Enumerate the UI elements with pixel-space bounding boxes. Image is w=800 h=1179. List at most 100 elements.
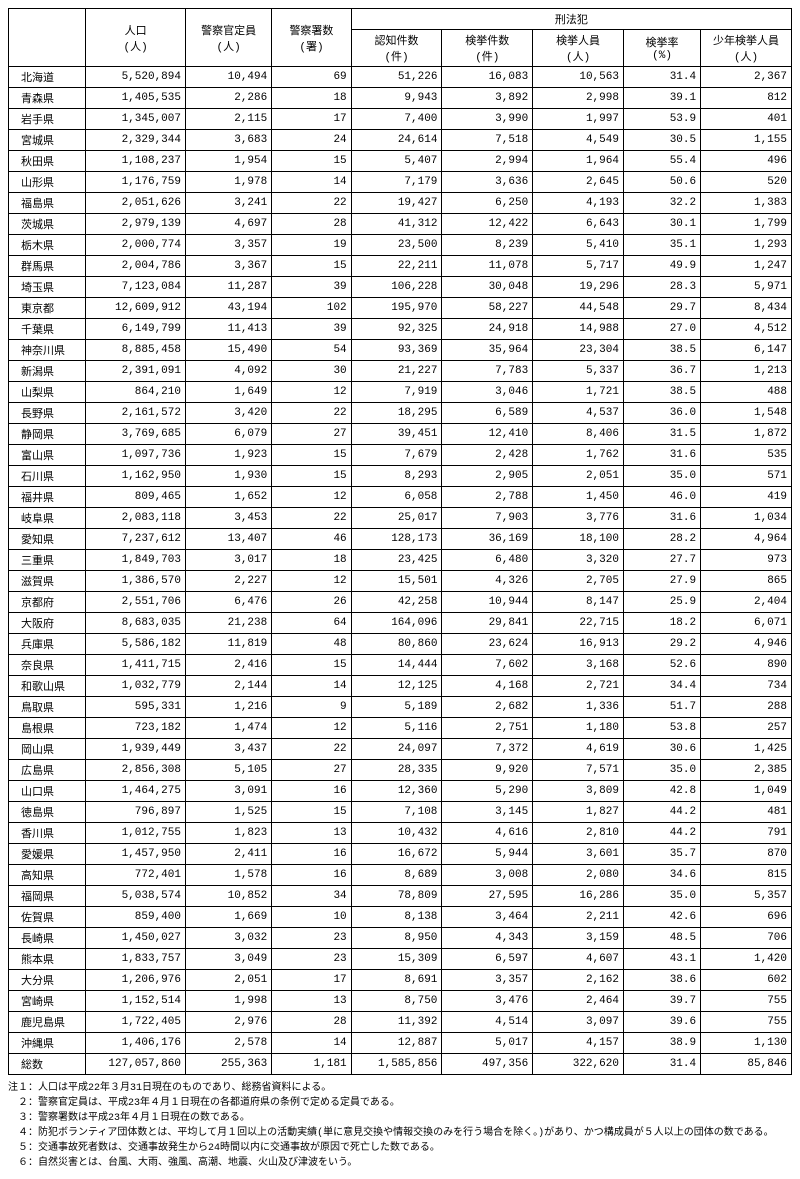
value-cell: 35.0: [623, 466, 700, 487]
value-cell: 78,809: [351, 886, 442, 907]
value-cell: 27: [272, 760, 351, 781]
value-cell: 5,189: [351, 697, 442, 718]
prefecture-cell: 高知県: [9, 865, 86, 886]
value-cell: 39: [272, 319, 351, 340]
value-cell: 12,887: [351, 1033, 442, 1054]
table-row: 愛知県7,237,61213,40746128,17336,16918,1002…: [9, 529, 792, 550]
value-cell: 4,193: [533, 193, 624, 214]
value-cell: 7,237,612: [86, 529, 186, 550]
value-cell: 128,173: [351, 529, 442, 550]
value-cell: 80,860: [351, 634, 442, 655]
value-cell: 30.5: [623, 130, 700, 151]
value-cell: 13,407: [186, 529, 272, 550]
value-cell: 12,360: [351, 781, 442, 802]
value-cell: 4,607: [533, 949, 624, 970]
value-cell: 27,595: [442, 886, 533, 907]
value-cell: 22: [272, 739, 351, 760]
value-cell: 3,367: [186, 256, 272, 277]
value-cell: 51.7: [623, 697, 700, 718]
value-cell: 5,971: [701, 277, 792, 298]
value-cell: 23: [272, 949, 351, 970]
table-row: 新潟県2,391,0914,0923021,2277,7835,33736.71…: [9, 361, 792, 382]
value-cell: 2,051: [533, 466, 624, 487]
table-row: 鳥取県595,3311,21695,1892,6821,33651.7288: [9, 697, 792, 718]
value-cell: 2,416: [186, 655, 272, 676]
value-cell: 419: [701, 487, 792, 508]
value-cell: 6,476: [186, 592, 272, 613]
value-cell: 12: [272, 571, 351, 592]
table-row: 滋賀県1,386,5702,2271215,5014,3262,70527.98…: [9, 571, 792, 592]
value-cell: 1,130: [701, 1033, 792, 1054]
value-cell: 6,149,799: [86, 319, 186, 340]
value-cell: 15,309: [351, 949, 442, 970]
value-cell: 5,337: [533, 361, 624, 382]
table-row: 宮城県2,329,3443,6832424,6147,5184,54930.51…: [9, 130, 792, 151]
value-cell: 49.9: [623, 256, 700, 277]
value-cell: 322,620: [533, 1054, 624, 1075]
value-cell: 2,329,344: [86, 130, 186, 151]
prefecture-cell: 徳島県: [9, 802, 86, 823]
value-cell: 7,919: [351, 382, 442, 403]
value-cell: 1,939,449: [86, 739, 186, 760]
value-cell: 535: [701, 445, 792, 466]
value-cell: 3,776: [533, 508, 624, 529]
value-cell: 5,586,182: [86, 634, 186, 655]
prefecture-cell: 茨城県: [9, 214, 86, 235]
value-cell: 6,643: [533, 214, 624, 235]
value-cell: 10,494: [186, 67, 272, 88]
table-row: 埼玉県7,123,08411,28739106,22830,04819,2962…: [9, 277, 792, 298]
table-row: 徳島県796,8971,525157,1083,1451,82744.2481: [9, 802, 792, 823]
prefecture-cell: 岐阜県: [9, 508, 86, 529]
value-cell: 9,920: [442, 760, 533, 781]
value-cell: 4,512: [701, 319, 792, 340]
value-cell: 3,320: [533, 550, 624, 571]
value-cell: 2,979,139: [86, 214, 186, 235]
value-cell: 1,799: [701, 214, 792, 235]
value-cell: 3,357: [442, 970, 533, 991]
value-cell: 39,451: [351, 424, 442, 445]
value-cell: 11,392: [351, 1012, 442, 1033]
prefecture-cell: 新潟県: [9, 361, 86, 382]
value-cell: 571: [701, 466, 792, 487]
value-cell: 28,335: [351, 760, 442, 781]
value-cell: 5,944: [442, 844, 533, 865]
table-row: 福島県2,051,6263,2412219,4276,2504,19332.21…: [9, 193, 792, 214]
value-cell: 2,905: [442, 466, 533, 487]
value-cell: 1,247: [701, 256, 792, 277]
prefecture-cell: 愛知県: [9, 529, 86, 550]
value-cell: 1,762: [533, 445, 624, 466]
table-row: 総数127,057,860255,3631,1811,585,856497,35…: [9, 1054, 792, 1075]
value-cell: 30.1: [623, 214, 700, 235]
value-cell: 4,549: [533, 130, 624, 151]
value-cell: 46.0: [623, 487, 700, 508]
value-cell: 7,571: [533, 760, 624, 781]
table-row: 広島県2,856,3085,1052728,3359,9207,57135.02…: [9, 760, 792, 781]
value-cell: 44,548: [533, 298, 624, 319]
value-cell: 4,168: [442, 676, 533, 697]
value-cell: 23,425: [351, 550, 442, 571]
value-cell: 54: [272, 340, 351, 361]
value-cell: 48.5: [623, 928, 700, 949]
table-row: 沖縄県1,406,1762,5781412,8875,0174,15738.91…: [9, 1033, 792, 1054]
value-cell: 4,343: [442, 928, 533, 949]
value-cell: 34.6: [623, 865, 700, 886]
table-row: 石川県1,162,9501,930158,2932,9052,05135.057…: [9, 466, 792, 487]
value-cell: 1,669: [186, 907, 272, 928]
value-cell: 3,453: [186, 508, 272, 529]
value-cell: 23,304: [533, 340, 624, 361]
prefecture-cell: 香川県: [9, 823, 86, 844]
value-cell: 24: [272, 130, 351, 151]
value-cell: 7,602: [442, 655, 533, 676]
value-cell: 7,783: [442, 361, 533, 382]
value-cell: 36.7: [623, 361, 700, 382]
value-cell: 29.2: [623, 634, 700, 655]
value-cell: 1,827: [533, 802, 624, 823]
value-cell: 14: [272, 1033, 351, 1054]
prefecture-cell: 愛媛県: [9, 844, 86, 865]
value-cell: 42,258: [351, 592, 442, 613]
prefecture-cell: 岩手県: [9, 109, 86, 130]
value-cell: 2,051: [186, 970, 272, 991]
value-cell: 35.7: [623, 844, 700, 865]
table-row: 大分県1,206,9762,051178,6913,3572,16238.660…: [9, 970, 792, 991]
value-cell: 5,520,894: [86, 67, 186, 88]
